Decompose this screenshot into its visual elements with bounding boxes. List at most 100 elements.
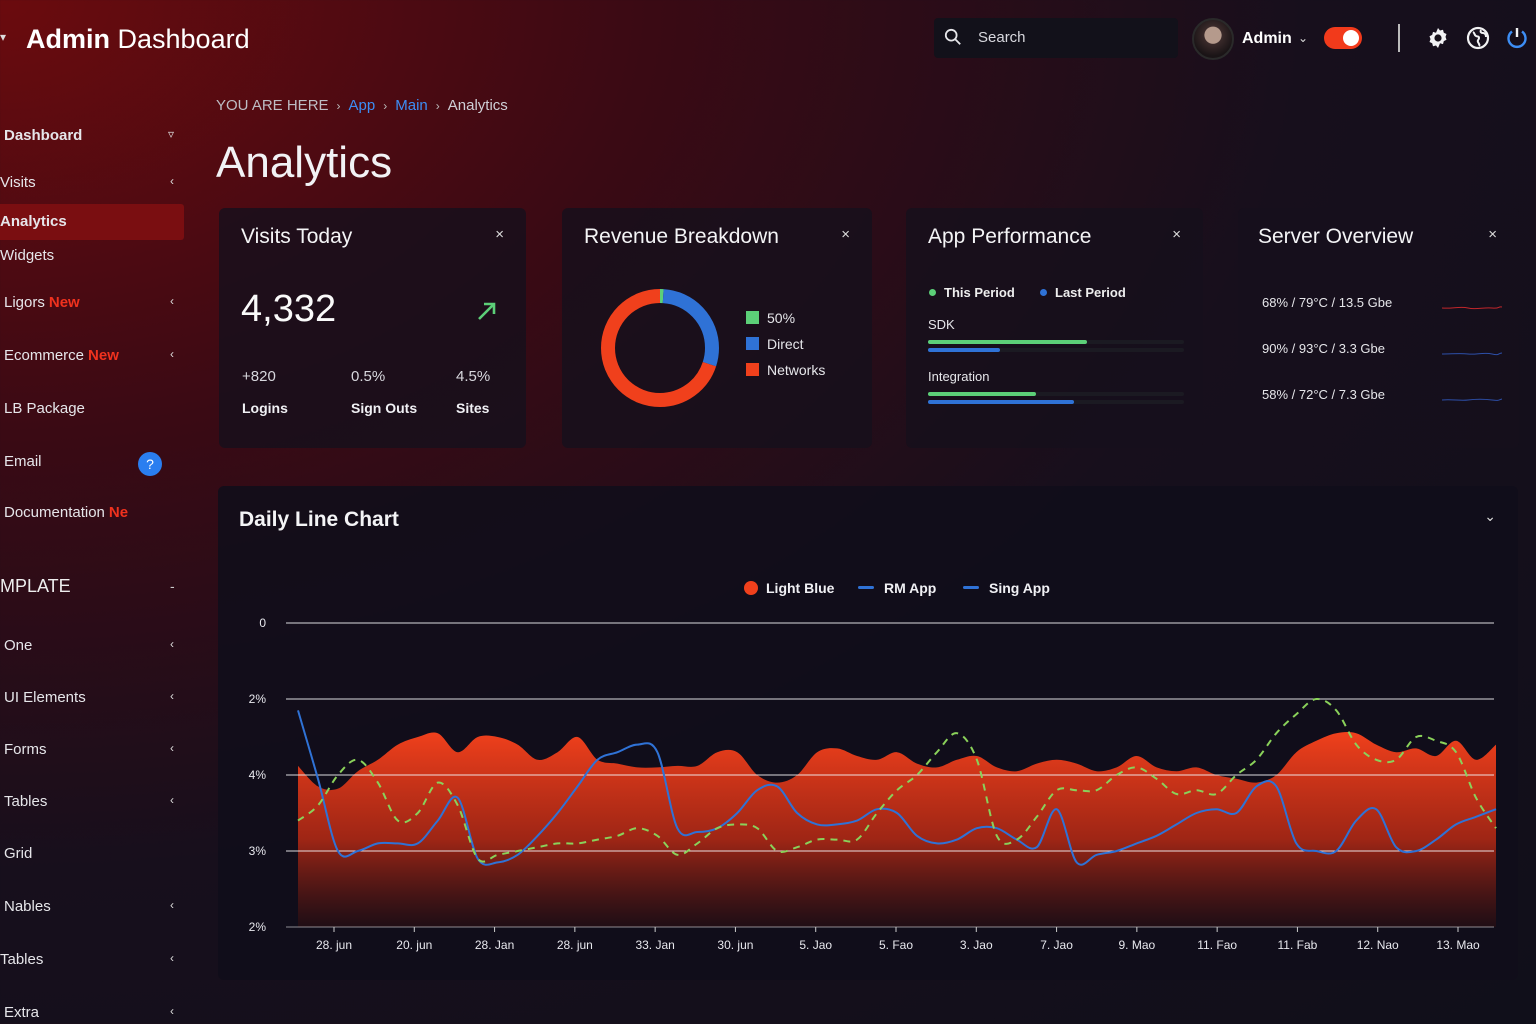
- stat-signouts-value: 0.5%: [351, 368, 386, 385]
- breadcrumb-link-main[interactable]: Main: [395, 97, 428, 114]
- globe-icon[interactable]: [1466, 26, 1490, 50]
- chevron-left-icon: ‹: [170, 951, 174, 965]
- visits-count: 4,332: [241, 288, 337, 330]
- server-sparkline: [1442, 352, 1502, 356]
- y-tick-label: 2%: [249, 920, 267, 934]
- y-tick-label: 3%: [249, 844, 267, 858]
- sidebar-item-forms[interactable]: Forms ‹: [4, 741, 174, 758]
- x-tick-label: 20. jun: [396, 938, 432, 952]
- server-sparkline: [1442, 398, 1502, 401]
- stat-sites-label: Sites: [456, 400, 490, 416]
- legend-item-sing-app[interactable]: Sing App: [963, 580, 1050, 596]
- legend-item-rm-app[interactable]: RM App: [858, 580, 936, 596]
- user-menu-label[interactable]: Admin: [1242, 30, 1292, 47]
- chevron-left-icon: ‹: [170, 294, 174, 308]
- sidebar-item-widgets[interactable]: Widgets: [0, 247, 55, 264]
- app-performance-card: App Performance × This Period Last Perio…: [906, 208, 1203, 448]
- close-icon[interactable]: ×: [1488, 226, 1497, 243]
- sidebar-item-grid[interactable]: Grid: [4, 845, 33, 862]
- power-icon[interactable]: [1505, 26, 1529, 50]
- donut-slice-direct: [601, 289, 719, 407]
- card-title: Visits Today: [241, 225, 353, 248]
- card-title: Revenue Breakdown: [584, 225, 779, 248]
- series-area-light-blue: [298, 732, 1496, 927]
- x-tick-label: 28. jun: [316, 938, 352, 952]
- chevron-left-icon: ‹: [170, 741, 174, 755]
- x-tick-label: 13. Mao: [1436, 938, 1480, 952]
- x-tick-label: 11. Fao: [1197, 938, 1237, 952]
- x-tick-label: 3. Jao: [960, 938, 993, 952]
- close-icon[interactable]: ×: [1172, 226, 1181, 243]
- server-stat: 58% / 72°C / 7.3 Gbe: [1262, 387, 1385, 402]
- chevron-left-icon: ‹: [170, 1004, 174, 1018]
- chevron-down-icon[interactable]: ⌄: [1484, 508, 1496, 524]
- revenue-breakdown-card: Revenue Breakdown × 50% Direct Networks: [562, 208, 872, 448]
- breadcrumb-link-app[interactable]: App: [348, 97, 376, 114]
- gear-icon[interactable]: [1426, 26, 1450, 50]
- search-box[interactable]: Search: [934, 18, 1178, 58]
- x-tick-label: 33. Jan: [635, 938, 674, 952]
- page-title: Analytics: [216, 138, 393, 187]
- sidebar-item-ui-elements[interactable]: UI Elements ‹: [4, 689, 174, 706]
- stat-signouts-label: Sign Outs: [351, 400, 418, 416]
- sidebar-item-email[interactable]: Email: [4, 453, 42, 470]
- legend-item: 50%: [746, 310, 795, 326]
- visits-today-card: Visits Today × 4,332 +820 Logins 0.5% Si…: [219, 208, 526, 448]
- legend-last-period: Last Period: [1040, 285, 1126, 300]
- sidebar-item-one[interactable]: One ‹: [4, 637, 174, 654]
- daily-line-chart-card: Daily Line Chart ⌄ Light Blue RM App Sin…: [218, 486, 1518, 980]
- avatar[interactable]: [1192, 18, 1234, 60]
- server-stat: 90% / 93°C / 3.3 Gbe: [1262, 341, 1385, 356]
- new-badge: Ne: [108, 504, 129, 521]
- sidebar-item-dashboard[interactable]: Dashboard ▿: [4, 127, 174, 144]
- sidebar-item-documentation[interactable]: Documentation Ne: [4, 504, 129, 521]
- chevron-left-icon: ‹: [170, 689, 174, 703]
- legend-item: Direct: [746, 336, 804, 352]
- stat-logins-value: +820: [242, 368, 276, 385]
- perf-row-label: Integration: [928, 369, 990, 384]
- series-line-rm-app: [297, 710, 1497, 866]
- chevron-left-icon: ‹: [170, 347, 174, 361]
- help-badge[interactable]: ?: [138, 452, 162, 476]
- x-tick-label: 30. jun: [717, 938, 753, 952]
- x-tick-label: 11. Fab: [1278, 938, 1318, 952]
- y-tick-label: 2%: [249, 692, 267, 706]
- sidebar-item-ecommerce[interactable]: Ecommerce New ‹: [4, 347, 174, 364]
- sidebar-item-nables[interactable]: Nables ‹: [4, 898, 174, 915]
- breadcrumb-current: Analytics: [447, 97, 508, 114]
- server-overview-card: Server Overview × 68% / 79°C / 13.5 Gbe …: [1238, 208, 1519, 448]
- close-icon[interactable]: ×: [495, 226, 504, 243]
- server-sparkline: [1442, 306, 1502, 310]
- server-stat: 68% / 79°C / 13.5 Gbe: [1262, 295, 1393, 310]
- chevron-left-icon: ‹: [170, 637, 174, 651]
- close-icon[interactable]: ×: [841, 226, 850, 243]
- search-input[interactable]: Search: [978, 29, 1026, 46]
- sidebar-item-extra[interactable]: Extra ‹: [4, 1004, 174, 1021]
- sidebar-item-analytics[interactable]: Analytics: [0, 204, 184, 240]
- theme-toggle[interactable]: [1324, 27, 1362, 49]
- x-tick-label: 5. Jao: [799, 938, 832, 952]
- y-tick-label: 0: [259, 616, 266, 630]
- line-chart-plot: 2% 3% 4% 2% 0 28. jun 20. jun 28. Jan 28. jun 33.…: [249, 616, 1497, 952]
- sidebar-item-lb-package[interactable]: LB Package: [4, 400, 85, 417]
- x-tick-label: 28. jun: [557, 938, 593, 952]
- sidebar-item-tables[interactable]: Tables ‹: [4, 793, 174, 810]
- top-bar: ▾ Admin Dashboard Search Admin ⌄: [0, 0, 1536, 80]
- sidebar-section-template: MPLATE: [0, 576, 71, 596]
- chevron-left-icon: ‹: [170, 898, 174, 912]
- trend-up-icon: [478, 302, 496, 320]
- legend-item-light-blue[interactable]: Light Blue: [744, 580, 834, 596]
- sidebar-item-tables-2[interactable]: Tables ‹: [0, 951, 174, 968]
- sidebar-item-visits[interactable]: Visits ‹: [0, 174, 174, 191]
- progress-bar-this: [928, 340, 1184, 344]
- x-tick-label: 7. Jao: [1040, 938, 1073, 952]
- chevron-left-icon: ‹: [170, 793, 174, 807]
- chevron-down-icon: ▿: [167, 127, 174, 141]
- menu-toggle-icon[interactable]: ▾: [0, 30, 7, 44]
- card-title: App Performance: [928, 225, 1092, 248]
- y-tick-label: 4%: [249, 768, 267, 782]
- stat-logins-label: Logins: [242, 400, 288, 416]
- sidebar-item-ligors[interactable]: Ligors New ‹: [4, 294, 174, 311]
- section-collapse-icon[interactable]: -: [170, 578, 175, 594]
- chevron-down-icon[interactable]: ⌄: [1298, 31, 1309, 45]
